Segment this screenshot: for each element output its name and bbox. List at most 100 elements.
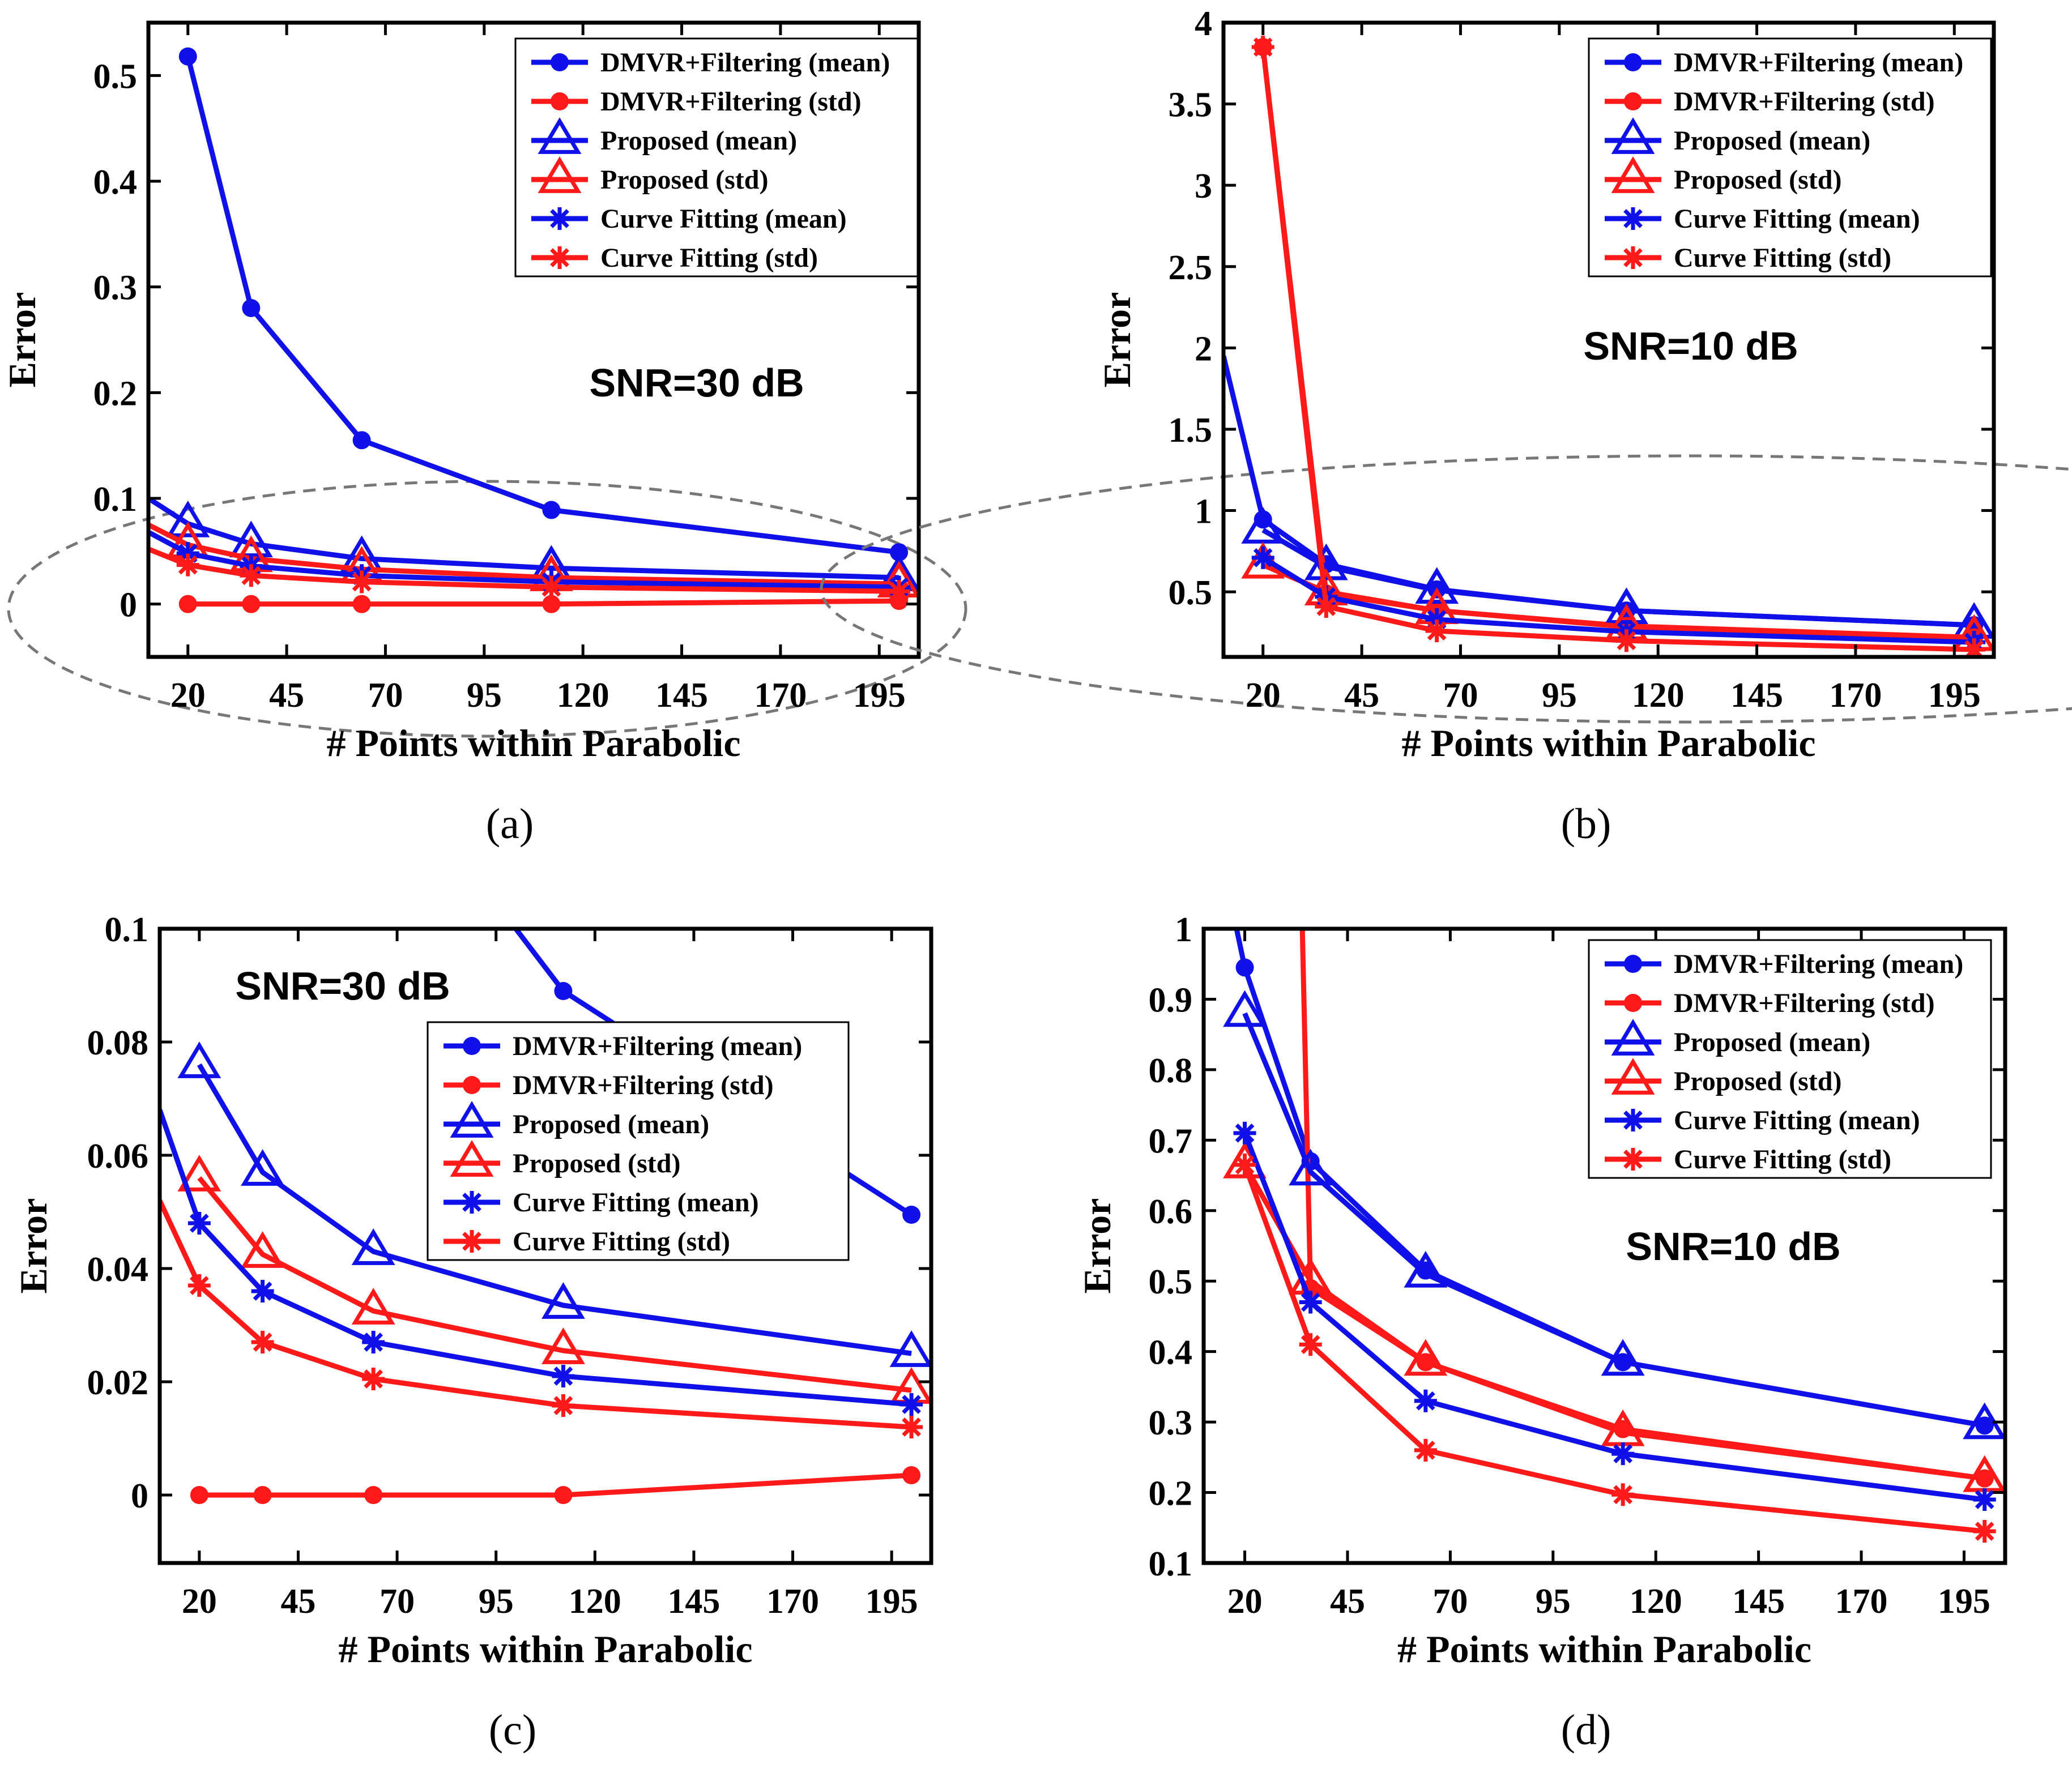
data-point-star <box>1973 1520 1996 1543</box>
x-tick-label: 95 <box>479 1582 514 1621</box>
data-point-triangle <box>1404 1339 1448 1376</box>
highlight-ellipse <box>7 480 967 738</box>
series-line-6 <box>160 1199 912 1430</box>
legend-label: DMVR+Filtering (mean) <box>1674 949 1963 979</box>
legend-marker-triangle <box>538 117 582 154</box>
data-point-star <box>251 1280 274 1302</box>
plot-frame <box>157 926 933 1565</box>
legend-label: Curve Fitting (std) <box>1674 243 1891 273</box>
legend-marker-triangle <box>1611 156 1655 193</box>
data-point-star <box>362 1368 385 1390</box>
data-point-star <box>187 1274 211 1297</box>
legend-label: Curve Fitting (mean) <box>1674 1105 1920 1135</box>
y-tick-label: 0.7 <box>1149 1122 1193 1160</box>
x-tick-label: 145 <box>1732 1582 1785 1621</box>
x-tick-label: 45 <box>269 676 304 715</box>
x-tick-label: 95 <box>467 676 502 715</box>
data-point-dot <box>554 1486 573 1504</box>
series-line-5 <box>160 1109 912 1407</box>
series-line-6 <box>1242 1164 1985 1534</box>
legend: DMVR+Filtering (mean) DMVR+Filtering (std… <box>1588 37 1992 277</box>
y-tick-label: 0.1 <box>1149 1545 1193 1583</box>
legend-marker-dot <box>1624 955 1642 973</box>
legend-marker-triangle <box>538 156 582 193</box>
legend-marker-triangle <box>1611 117 1655 154</box>
plot-frame <box>1201 926 2007 1565</box>
y-tick-label: 0.2 <box>93 374 138 413</box>
x-tick-label: 120 <box>557 676 609 715</box>
legend-marker-dot <box>1624 994 1642 1012</box>
legend-marker-star <box>461 1230 483 1253</box>
data-point-dot <box>1235 958 1254 977</box>
data-point-star <box>1963 638 1986 657</box>
x-axis-label: # Points within Parabolic <box>1401 721 1815 765</box>
data-point-star <box>1414 1438 1437 1462</box>
plot-frame <box>1221 20 1996 659</box>
legend-label: Curve Fitting (mean) <box>600 204 847 234</box>
x-tick-label: 45 <box>1344 676 1379 715</box>
data-point-triangle <box>1304 543 1348 580</box>
plot-area <box>148 47 919 613</box>
data-point-dot <box>364 1486 383 1504</box>
data-point-star <box>900 1393 923 1416</box>
x-tick-label: 70 <box>1433 1582 1468 1621</box>
data-point-dot <box>242 299 261 317</box>
snr-annotation: SNR=30 dB <box>589 361 804 405</box>
x-tick-label: 70 <box>380 1582 415 1621</box>
y-tick-label: 3.5 <box>1169 86 1213 125</box>
x-tick-label: 45 <box>1330 1582 1365 1621</box>
legend-label: Proposed (std) <box>600 165 768 195</box>
data-point-triangle <box>1289 1148 1333 1186</box>
data-point-triangle <box>1241 507 1285 544</box>
legend-marker-star <box>1622 1148 1644 1171</box>
series-line-3 <box>1242 1012 1985 1428</box>
y-tick-label: 0.6 <box>1149 1193 1193 1231</box>
legend-label: Proposed (mean) <box>1674 1027 1870 1057</box>
legend-label: DMVR+Filtering (std) <box>600 87 862 117</box>
series-line-3 <box>1261 528 1975 628</box>
x-tick-label: 120 <box>1632 676 1685 715</box>
series-line-4 <box>148 522 899 587</box>
plot-frame <box>146 20 921 659</box>
y-axis-label: Error <box>1 292 44 388</box>
y-tick-label: 0 <box>131 1477 148 1515</box>
x-tick-label: 20 <box>1246 676 1281 715</box>
data-point-triangle <box>177 1041 221 1078</box>
snr-annotation: SNR=10 dB <box>1626 1224 1840 1269</box>
x-tick-label: 95 <box>1542 676 1577 715</box>
x-tick-label: 195 <box>866 1582 918 1621</box>
data-point-triangle <box>1601 1339 1645 1376</box>
legend-marker-star <box>461 1191 483 1214</box>
data-point-triangle <box>1415 567 1459 604</box>
x-tick-label: 195 <box>1928 676 1981 715</box>
y-tick-label: 0.5 <box>1149 1263 1193 1301</box>
snr-annotation: SNR=30 dB <box>235 964 450 1008</box>
x-tick-label: 170 <box>1835 1582 1888 1621</box>
data-point-star <box>251 1331 274 1353</box>
data-point-dot <box>190 1486 208 1504</box>
data-point-dot <box>554 982 573 1000</box>
data-point-star <box>176 542 199 565</box>
legend-marker-triangle <box>1611 1019 1655 1056</box>
data-point-triangle <box>241 1149 285 1186</box>
y-tick-label: 0.4 <box>93 163 138 202</box>
legend-label: Proposed (mean) <box>600 126 797 156</box>
chart-panel-3: 20 45 70 95 120 145 170 195 0 0.02 0.04 0.06 0.08 0.1… <box>12 911 933 1671</box>
data-point-triangle <box>1223 990 1267 1027</box>
legend-box <box>427 1021 850 1261</box>
data-point-star <box>1299 1333 1322 1356</box>
legend-marker-triangle <box>450 1140 494 1177</box>
legend-label: Proposed (mean) <box>1674 126 1870 156</box>
data-point-dot <box>902 1206 921 1224</box>
legend-label: DMVR+Filtering (std) <box>1674 988 1935 1018</box>
data-point-dot <box>902 1466 921 1484</box>
y-tick-label: 0.2 <box>1149 1475 1193 1513</box>
x-tick-label: 145 <box>1730 676 1783 715</box>
data-point-triangle <box>177 1155 221 1192</box>
data-point-star <box>1233 1121 1256 1144</box>
legend-marker-star <box>1622 1109 1644 1131</box>
legend-label: Proposed (mean) <box>513 1109 709 1139</box>
x-tick-label: 170 <box>754 676 807 715</box>
legend-label: DMVR+Filtering (mean) <box>513 1031 802 1061</box>
x-tick-label: 195 <box>853 676 906 715</box>
